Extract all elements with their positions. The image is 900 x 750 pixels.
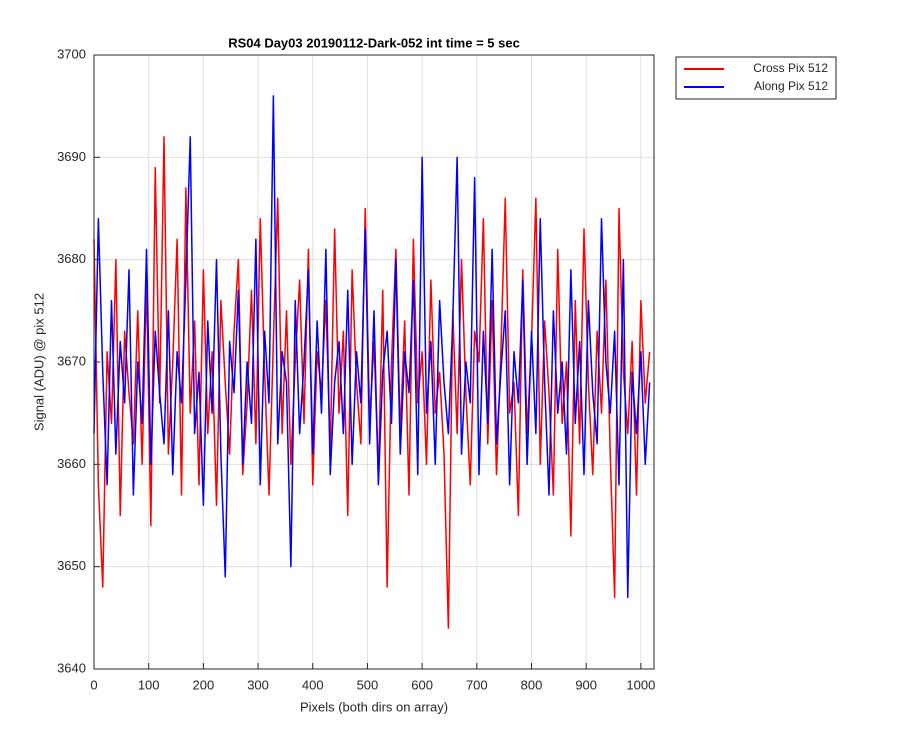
plot-lines bbox=[93, 95, 651, 629]
chart-title: RS04 Day03 20190112-Dark-052 int time = … bbox=[228, 35, 520, 50]
legend: Cross Pix 512 Along Pix 512 bbox=[675, 56, 837, 100]
y-tick-label: 3670 bbox=[57, 353, 86, 368]
x-tick-label: 800 bbox=[521, 677, 543, 692]
x-tick-label: 0 bbox=[90, 677, 97, 692]
y-tick-label: 3640 bbox=[57, 660, 86, 675]
y-tick-label: 3680 bbox=[57, 251, 86, 266]
y-tick-label: 3660 bbox=[57, 456, 86, 471]
legend-label: Along Pix 512 bbox=[754, 79, 828, 93]
x-tick-label: 100 bbox=[138, 677, 160, 692]
x-tick-label: 900 bbox=[575, 677, 597, 692]
series-line bbox=[93, 95, 651, 599]
legend-box bbox=[675, 56, 837, 100]
y-tick-label: 3690 bbox=[57, 149, 86, 164]
x-tick-label: 1000 bbox=[626, 677, 655, 692]
legend-label: Cross Pix 512 bbox=[753, 61, 828, 75]
y-tick-label: 3700 bbox=[57, 46, 86, 61]
x-tick-label: 600 bbox=[411, 677, 433, 692]
x-tick-label: 400 bbox=[302, 677, 324, 692]
y-tick-label: 3650 bbox=[57, 558, 86, 573]
y-axis-label: Signal (ADU) @ pix 512 bbox=[31, 293, 46, 431]
plot-frame bbox=[93, 54, 655, 670]
x-tick-label: 500 bbox=[357, 677, 379, 692]
x-axis-label: Pixels (both dirs on array) bbox=[300, 699, 448, 714]
x-tick-label: 700 bbox=[466, 677, 488, 692]
x-tick-label: 300 bbox=[247, 677, 269, 692]
x-tick-label: 200 bbox=[193, 677, 215, 692]
